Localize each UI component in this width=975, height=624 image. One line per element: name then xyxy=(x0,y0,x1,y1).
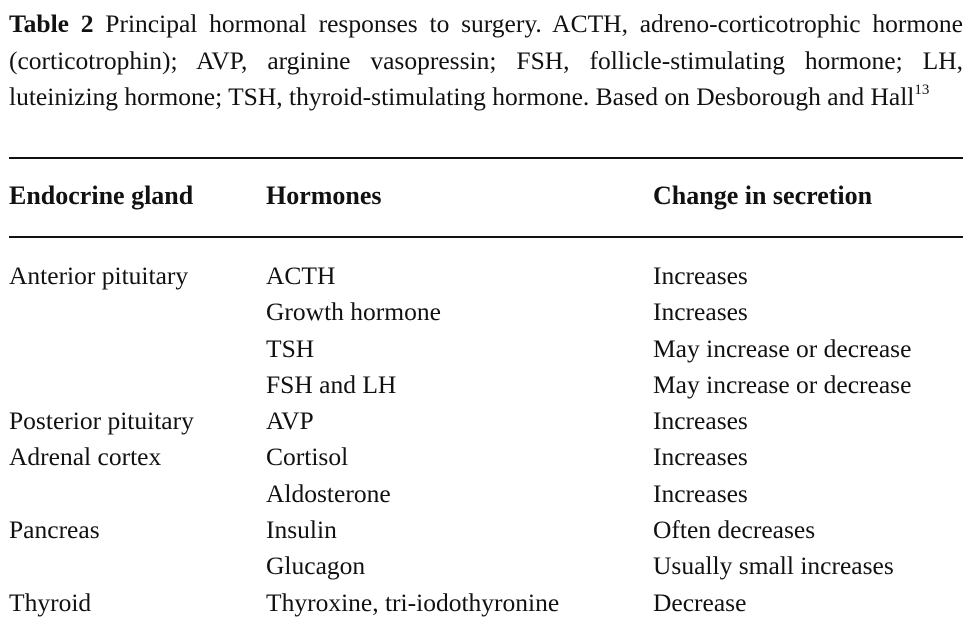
table-row: Pancreas Insulin Often decreases xyxy=(0,512,975,548)
cell-gland: Adrenal cortex xyxy=(9,442,162,472)
table-row: Aldosterone Increases xyxy=(0,476,975,512)
cell-gland: Anterior pituitary xyxy=(9,261,189,290)
caption-text: Principal hormonal responses to surgery.… xyxy=(9,9,964,111)
header-hormones: Hormones xyxy=(266,181,382,210)
cell-hormone: Aldosterone xyxy=(266,478,391,508)
table-row: Anterior pituitary ACTH Increases xyxy=(0,258,975,294)
cell-hormone: Growth hormone xyxy=(266,297,441,327)
cell-gland: Posterior pituitary xyxy=(9,406,194,436)
cell-change: Increases xyxy=(653,261,748,290)
top-rule xyxy=(9,157,963,159)
header-rule xyxy=(9,236,963,238)
cell-change: Usually small increases xyxy=(653,551,894,581)
table-row: TSH May increase or decrease xyxy=(0,331,975,367)
cell-change: Decrease xyxy=(653,587,747,617)
cell-change: Increases xyxy=(653,297,748,327)
cell-change: Often decreases xyxy=(653,515,816,545)
cell-hormone: Glucagon xyxy=(266,551,366,581)
cell-change: May increase or decrease xyxy=(653,333,912,363)
table-body: Anterior pituitary ACTH Increases Growth… xyxy=(0,258,975,621)
table-row: FSH and LH May increase or decrease xyxy=(0,367,975,403)
cell-hormone: Cortisol xyxy=(266,442,349,472)
cell-change: May increase or decrease xyxy=(653,369,912,399)
cell-change: Increases xyxy=(653,406,748,436)
table-row: Thyroid Thyroxine, tri-iodothyronine Dec… xyxy=(0,585,975,621)
cell-hormone: TSH xyxy=(266,333,315,363)
cell-hormone: FSH and LH xyxy=(266,369,397,399)
cell-hormone: AVP xyxy=(266,406,314,436)
table-row: Growth hormone Increases xyxy=(0,294,975,330)
cell-gland: Thyroid xyxy=(9,587,92,617)
header-change-in-secretion: Change in secretion xyxy=(653,181,873,210)
table-label: Table 2 xyxy=(9,9,94,38)
table-caption: Table 2 Principal hormonal responses to … xyxy=(9,6,963,116)
cell-hormone: ACTH xyxy=(266,261,336,290)
cell-change: Increases xyxy=(653,442,748,472)
cell-hormone: Insulin xyxy=(266,515,337,545)
cell-hormone: Thyroxine, tri-iodothyronine xyxy=(266,587,560,617)
header-endocrine-gland: Endocrine gland xyxy=(9,181,194,210)
cell-change: Increases xyxy=(653,478,748,508)
table-row: Adrenal cortex Cortisol Increases xyxy=(0,439,975,475)
table-row: Posterior pituitary AVP Increases xyxy=(0,403,975,439)
reference-superscript: 13 xyxy=(914,82,930,98)
cell-gland: Pancreas xyxy=(9,515,100,545)
table-row: Glucagon Usually small increases xyxy=(0,548,975,584)
